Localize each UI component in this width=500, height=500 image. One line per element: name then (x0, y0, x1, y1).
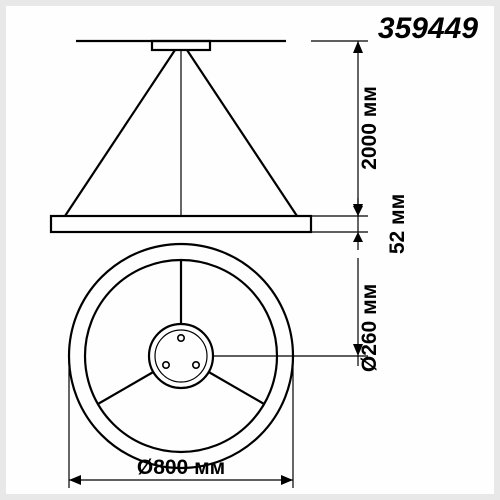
dim-inner-diameter: Ø260 мм (358, 284, 381, 372)
product-id: 359449 (378, 12, 478, 46)
dim-thickness: 52 мм (386, 194, 409, 254)
diagram-container: 359449 2000 мм (6, 6, 494, 494)
dim-height: 2000 мм (358, 86, 381, 170)
technical-drawing: 2000 мм 52 мм Ø260 мм Ø800 мм (6, 6, 494, 494)
dim-outer-diameter: Ø800 мм (137, 456, 225, 479)
